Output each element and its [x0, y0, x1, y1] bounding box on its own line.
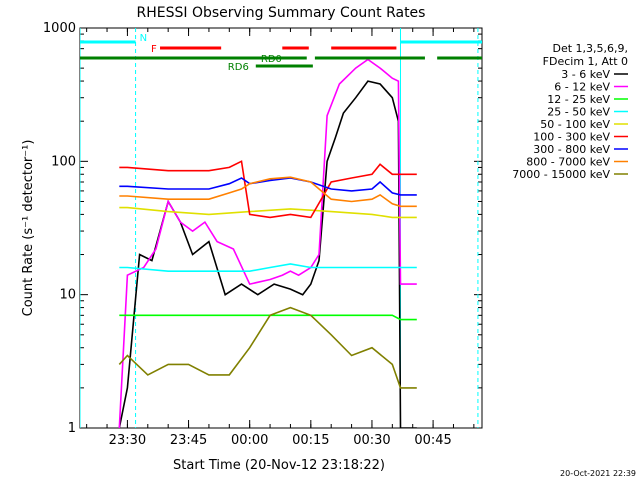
y-tick-label: 10 [59, 288, 76, 303]
series-line [118, 80, 417, 428]
legend-label: 6 - 12 keV [554, 81, 610, 94]
y-tick-label: 1000 [43, 21, 76, 36]
chart-title: RHESSI Observing Summary Count Rates [137, 5, 426, 21]
series-line [119, 176, 417, 208]
y-tick-label: 100 [51, 154, 76, 169]
x-tick-label: 23:45 [170, 433, 207, 448]
legend-header: FDecim 1, Att 0 [543, 55, 628, 68]
legend-label: 800 - 7000 keV [526, 156, 610, 169]
series-line [118, 306, 417, 389]
x-tick-label: 00:30 [353, 433, 390, 448]
y-tick-label: 1 [68, 421, 76, 436]
series-line [119, 160, 417, 219]
x-tick-label: 00:00 [231, 433, 268, 448]
series-line [119, 263, 417, 273]
legend-label: 3 - 6 keV [561, 68, 610, 81]
series-line [119, 206, 417, 219]
legend: Det 1,3,5,6,9,FDecim 1, Att 03 - 6 keV6 … [512, 42, 628, 181]
legend-label: 50 - 100 keV [540, 118, 610, 131]
legend-label: 7000 - 15000 keV [512, 168, 610, 181]
plot-area [80, 28, 479, 428]
axis-ticks: 23:30 23:45 00:00 00:15 00:30 00:45 1 10 100 1000 [43, 21, 482, 448]
flag-label: RD6 [228, 62, 249, 73]
legend-label: 12 - 25 keV [547, 93, 610, 106]
flag-label: N [140, 33, 147, 44]
y-axis-label: Count Rate (s⁻¹ detector⁻¹) [21, 140, 36, 317]
legend-label: 100 - 300 keV [533, 131, 610, 144]
legend-header: Det 1,3,5,6,9, [552, 42, 628, 55]
x-tick-label: 00:45 [414, 433, 451, 448]
legend-label: 25 - 50 keV [547, 106, 610, 119]
x-tick-label: 00:15 [292, 433, 329, 448]
legend-label: 300 - 800 keV [533, 143, 610, 156]
series-line [118, 58, 417, 428]
flag-bars: NF RD0 RD6 [80, 33, 482, 73]
x-axis-label: Start Time (20-Nov-12 23:18:22) [173, 458, 385, 473]
footer-date: 20-Oct-2021 22:39 [560, 469, 636, 478]
series-line [119, 177, 417, 196]
x-tick-label: 23:30 [109, 433, 146, 448]
flag-label: RD0 [261, 54, 282, 65]
flag-label: F [151, 44, 157, 55]
